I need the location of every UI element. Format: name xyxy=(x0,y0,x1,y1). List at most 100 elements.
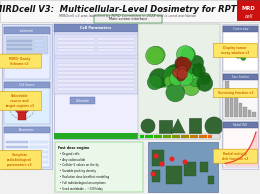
FancyBboxPatch shape xyxy=(223,122,258,167)
Circle shape xyxy=(181,70,192,81)
FancyBboxPatch shape xyxy=(166,166,182,184)
FancyBboxPatch shape xyxy=(0,151,42,170)
Circle shape xyxy=(236,47,243,54)
Circle shape xyxy=(170,157,174,161)
Text: • Any radionuclide: • Any radionuclide xyxy=(58,158,85,162)
Circle shape xyxy=(183,79,200,96)
FancyBboxPatch shape xyxy=(57,48,95,51)
FancyBboxPatch shape xyxy=(223,74,258,119)
FancyBboxPatch shape xyxy=(6,156,28,158)
Circle shape xyxy=(177,46,194,63)
FancyBboxPatch shape xyxy=(223,74,258,80)
FancyBboxPatch shape xyxy=(172,135,176,138)
FancyBboxPatch shape xyxy=(97,42,135,44)
Circle shape xyxy=(151,171,155,177)
FancyBboxPatch shape xyxy=(7,43,32,46)
Text: Cluster view: Cluster view xyxy=(233,27,248,31)
FancyBboxPatch shape xyxy=(145,135,149,138)
Text: MIRDcell v3 was launched by MIRD Committee in 2024 and is used worldwide: MIRDcell v3 was launched by MIRD Committ… xyxy=(60,15,197,18)
FancyBboxPatch shape xyxy=(148,142,218,192)
Circle shape xyxy=(149,68,169,88)
Circle shape xyxy=(235,49,242,56)
Circle shape xyxy=(238,51,243,56)
FancyBboxPatch shape xyxy=(6,146,28,148)
FancyBboxPatch shape xyxy=(57,80,135,82)
FancyBboxPatch shape xyxy=(57,46,95,48)
Text: Complete
radiobiological
parameters v3: Complete radiobiological parameters v3 xyxy=(7,153,32,167)
FancyBboxPatch shape xyxy=(152,170,160,182)
FancyBboxPatch shape xyxy=(4,82,50,124)
FancyBboxPatch shape xyxy=(7,48,32,50)
Circle shape xyxy=(175,57,190,73)
Text: • Keypad cells: • Keypad cells xyxy=(58,152,79,156)
FancyBboxPatch shape xyxy=(54,34,138,56)
FancyBboxPatch shape xyxy=(30,146,48,148)
FancyBboxPatch shape xyxy=(4,127,50,167)
Circle shape xyxy=(164,76,175,87)
Circle shape xyxy=(240,54,246,60)
FancyBboxPatch shape xyxy=(223,122,258,128)
FancyBboxPatch shape xyxy=(200,162,208,172)
FancyBboxPatch shape xyxy=(54,58,138,94)
Circle shape xyxy=(198,72,211,85)
Text: Cell Source: Cell Source xyxy=(19,83,35,87)
FancyBboxPatch shape xyxy=(167,135,171,138)
FancyBboxPatch shape xyxy=(54,24,138,139)
FancyBboxPatch shape xyxy=(57,37,95,40)
FancyBboxPatch shape xyxy=(94,15,162,23)
Circle shape xyxy=(188,65,203,79)
FancyBboxPatch shape xyxy=(237,0,260,20)
FancyBboxPatch shape xyxy=(190,135,194,138)
Circle shape xyxy=(179,72,193,86)
Circle shape xyxy=(177,57,191,72)
FancyBboxPatch shape xyxy=(138,24,220,139)
Circle shape xyxy=(237,49,242,54)
Text: MRD: MRD xyxy=(242,5,255,10)
FancyBboxPatch shape xyxy=(4,82,50,88)
FancyBboxPatch shape xyxy=(138,134,220,139)
Circle shape xyxy=(205,117,223,135)
FancyBboxPatch shape xyxy=(207,135,212,138)
Text: Surv. Fraction: Surv. Fraction xyxy=(232,75,249,79)
FancyBboxPatch shape xyxy=(230,89,233,117)
Text: • Variable packing density: • Variable packing density xyxy=(58,169,96,173)
Circle shape xyxy=(177,66,187,75)
Circle shape xyxy=(186,66,200,80)
FancyBboxPatch shape xyxy=(223,26,258,32)
FancyBboxPatch shape xyxy=(203,135,207,138)
Text: Radial DVH: Radial DVH xyxy=(233,123,248,127)
Circle shape xyxy=(159,161,165,166)
Circle shape xyxy=(189,73,203,87)
Circle shape xyxy=(175,57,188,70)
Circle shape xyxy=(189,55,204,70)
Text: • Full radiobiological assumptions: • Full radiobiological assumptions xyxy=(58,181,106,185)
Text: Surviving fraction v3: Surviving fraction v3 xyxy=(218,91,253,95)
FancyBboxPatch shape xyxy=(54,24,138,32)
Text: Radial activity
dvh function v3: Radial activity dvh function v3 xyxy=(222,152,249,161)
Circle shape xyxy=(192,64,205,77)
Circle shape xyxy=(153,153,159,158)
Circle shape xyxy=(183,159,187,165)
Circle shape xyxy=(170,71,184,86)
FancyBboxPatch shape xyxy=(252,112,256,117)
FancyBboxPatch shape xyxy=(4,27,50,34)
Circle shape xyxy=(167,73,178,83)
Text: Main screen interface: Main screen interface xyxy=(109,16,147,21)
Circle shape xyxy=(177,69,187,79)
Circle shape xyxy=(147,48,162,63)
FancyBboxPatch shape xyxy=(140,135,144,138)
FancyBboxPatch shape xyxy=(7,40,32,42)
FancyBboxPatch shape xyxy=(152,150,164,166)
Circle shape xyxy=(239,51,243,55)
FancyBboxPatch shape xyxy=(248,110,251,117)
FancyBboxPatch shape xyxy=(97,46,135,48)
FancyBboxPatch shape xyxy=(97,48,135,51)
Circle shape xyxy=(14,98,30,114)
FancyBboxPatch shape xyxy=(176,135,180,138)
Circle shape xyxy=(166,66,185,84)
Polygon shape xyxy=(171,119,185,133)
FancyBboxPatch shape xyxy=(57,87,135,90)
Circle shape xyxy=(242,56,245,61)
Text: MIRDcell V3:  Multicellular-Level Dosimetry for RPT: MIRDcell V3: Multicellular-Level Dosimet… xyxy=(0,4,236,14)
FancyBboxPatch shape xyxy=(234,97,237,117)
